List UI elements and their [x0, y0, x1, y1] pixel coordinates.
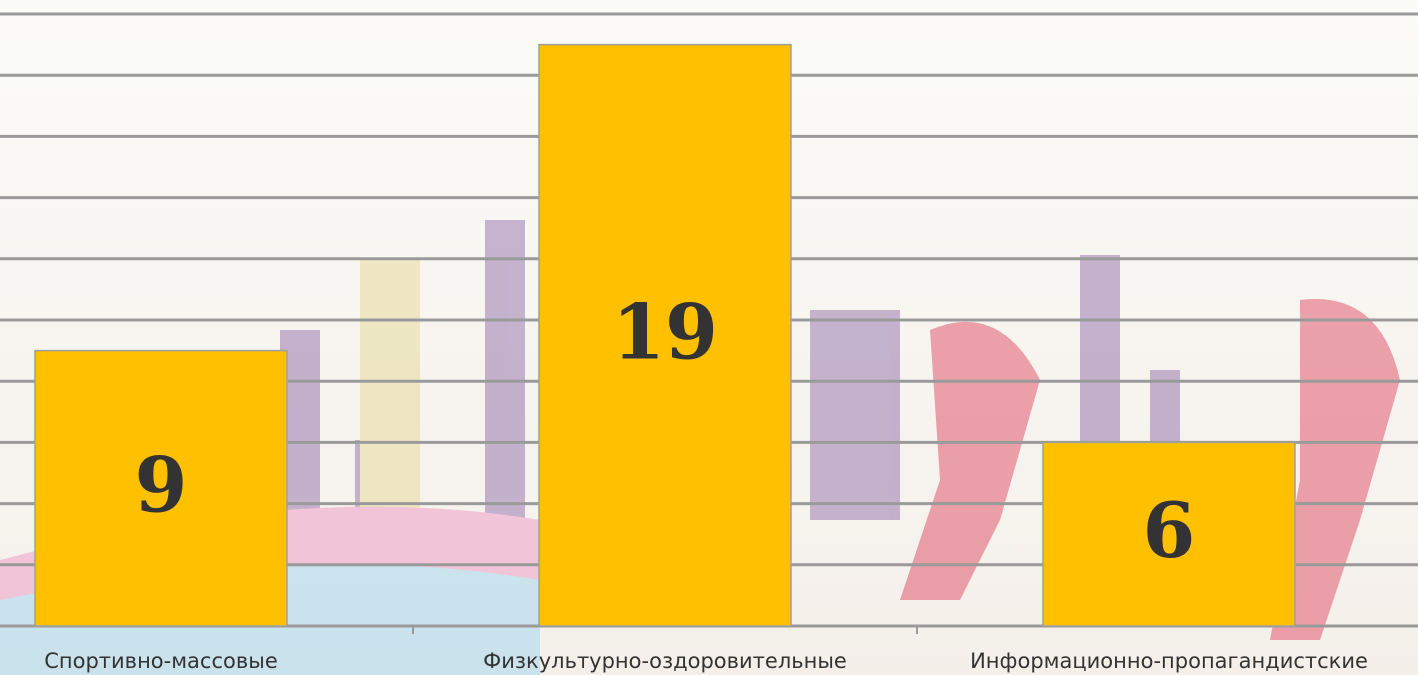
chart: Спортивно-массовые 9 Физкультурно-оздорови… [0, 0, 1418, 675]
data-label: 6 [1143, 486, 1196, 575]
data-label: 9 [135, 440, 188, 529]
x-tick-label: Информационно-пропагандистские [970, 649, 1368, 673]
data-label: 19 [612, 287, 718, 376]
x-tick-label: Спортивно-массовые [44, 649, 278, 673]
x-tick-label: Физкультурно-оздоровительные [483, 649, 847, 673]
